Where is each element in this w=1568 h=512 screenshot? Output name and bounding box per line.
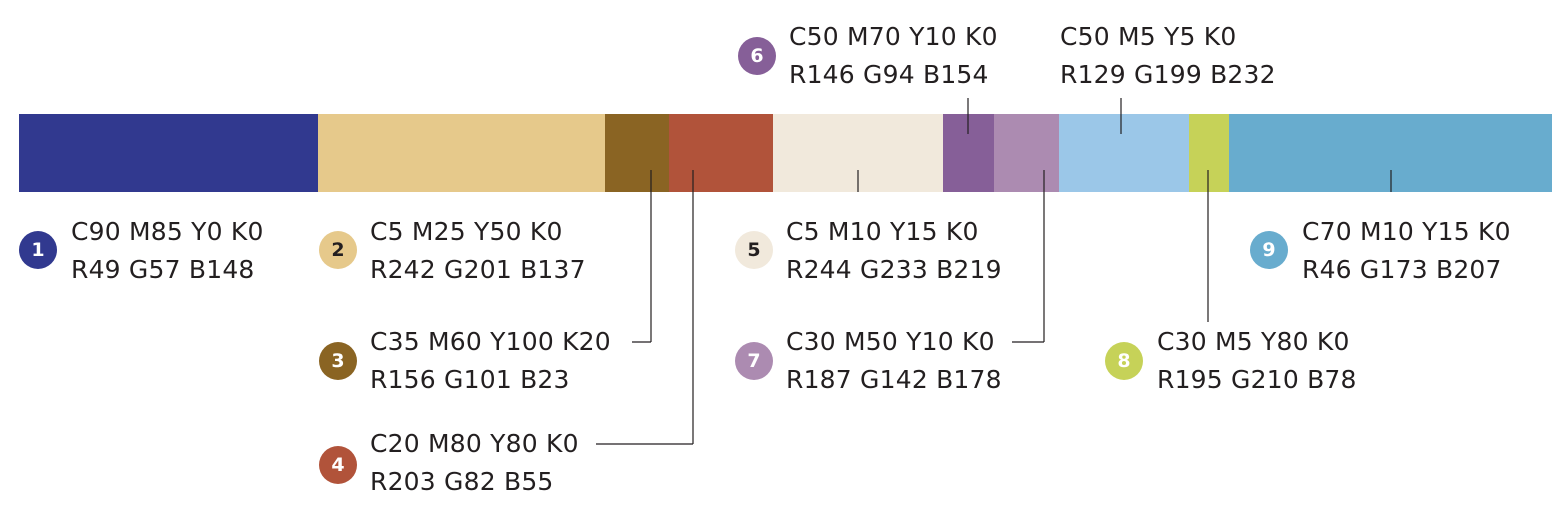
swatch-1-cmyk: C90 M85 Y0 K0: [71, 217, 264, 246]
swatch-4-cmyk: C20 M80 Y80 K0: [370, 429, 579, 458]
swatch-3-rgb: R156 G101 B23: [370, 365, 570, 394]
swatch-2-cmyk: C5 M25 Y50 K0: [370, 217, 563, 246]
swatch-1-label: C90 M85 Y0 K0 R49 G57 B148: [71, 213, 264, 289]
swatch-7-segment: [994, 114, 1059, 192]
swatch-3-label: C35 M60 Y100 K20 R156 G101 B23: [370, 323, 611, 399]
swatch-5-cmyk: C5 M10 Y15 K0: [786, 217, 979, 246]
swatch-8-cmyk: C30 M5 Y80 K0: [1157, 327, 1350, 356]
swatch-light-blue-rgb: R129 G199 B232: [1060, 60, 1276, 89]
swatch-6-badge: 6: [738, 37, 776, 75]
swatch-2-badge: 2: [319, 231, 357, 269]
color-strip: [19, 114, 1552, 192]
swatch-7-rgb: R187 G142 B178: [786, 365, 1002, 394]
swatch-6-label: C50 M70 Y10 K0 R146 G94 B154: [789, 18, 998, 94]
swatch-5-label: C5 M10 Y15 K0 R244 G233 B219: [786, 213, 1002, 289]
swatch-3-cmyk: C35 M60 Y100 K20: [370, 327, 611, 356]
swatch-light-blue-label: C50 M5 Y5 K0 R129 G199 B232: [1060, 18, 1276, 94]
swatch-4-label: C20 M80 Y80 K0 R203 G82 B55: [370, 425, 579, 501]
swatch-2-segment: [318, 114, 605, 192]
swatch-6-cmyk: C50 M70 Y10 K0: [789, 22, 998, 51]
swatch-9-rgb: R46 G173 B207: [1302, 255, 1502, 284]
swatch-4-segment: [669, 114, 773, 192]
swatch-5-badge: 5: [735, 231, 773, 269]
swatch-6-segment: [943, 114, 994, 192]
swatch-3-segment: [605, 114, 669, 192]
swatch-5-rgb: R244 G233 B219: [786, 255, 1002, 284]
swatch-5-segment: [773, 114, 943, 192]
swatch-1-segment: [19, 114, 318, 192]
swatch-1-badge: 1: [19, 231, 57, 269]
swatch-light-blue-cmyk: C50 M5 Y5 K0: [1060, 22, 1237, 51]
swatch-7-cmyk: C30 M50 Y10 K0: [786, 327, 995, 356]
swatch-9-segment: [1229, 114, 1552, 192]
swatch-9-cmyk: C70 M10 Y15 K0: [1302, 217, 1511, 246]
swatch-8-rgb: R195 G210 B78: [1157, 365, 1357, 394]
swatch-8-label: C30 M5 Y80 K0 R195 G210 B78: [1157, 323, 1357, 399]
swatch-8-badge: 8: [1105, 342, 1143, 380]
swatch-8-segment: [1189, 114, 1229, 192]
swatch-4-badge: 4: [319, 446, 357, 484]
swatch-7-label: C30 M50 Y10 K0 R187 G142 B178: [786, 323, 1002, 399]
swatch-6-rgb: R146 G94 B154: [789, 60, 989, 89]
swatch-4-rgb: R203 G82 B55: [370, 467, 554, 496]
swatch-3-badge: 3: [319, 342, 357, 380]
swatch-9-label: C70 M10 Y15 K0 R46 G173 B207: [1302, 213, 1511, 289]
swatch-2-rgb: R242 G201 B137: [370, 255, 586, 284]
swatch-1-rgb: R49 G57 B148: [71, 255, 255, 284]
swatch-2-label: C5 M25 Y50 K0 R242 G201 B137: [370, 213, 586, 289]
swatch-7-badge: 7: [735, 342, 773, 380]
swatch-9-badge: 9: [1250, 231, 1288, 269]
swatch-light-blue-segment: [1059, 114, 1189, 192]
